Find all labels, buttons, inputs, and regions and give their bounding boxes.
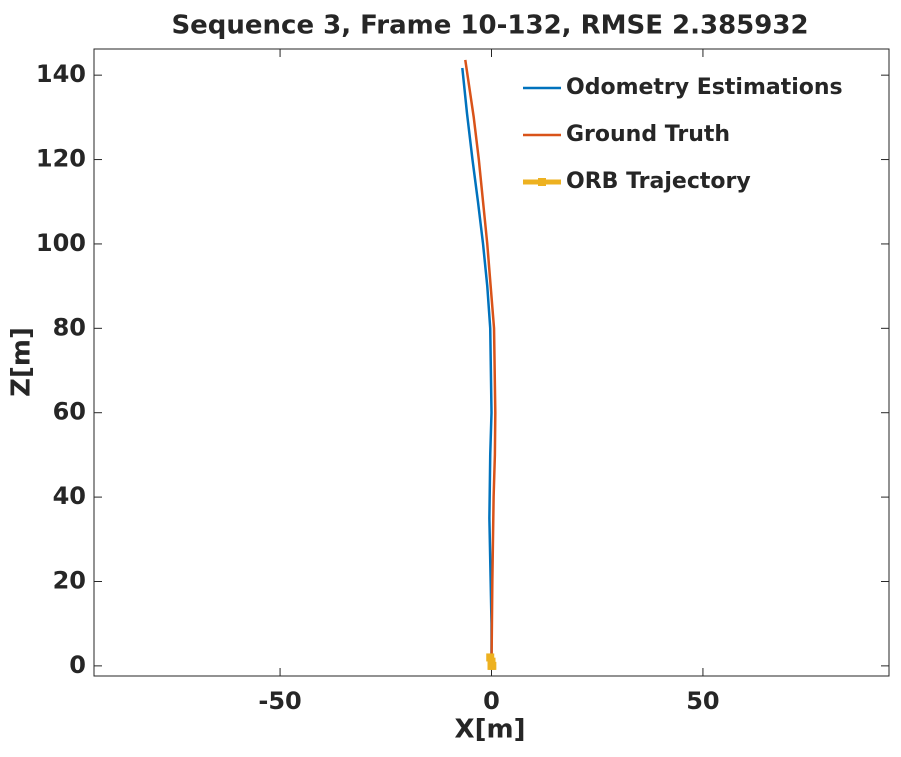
- y-tick-label: 20: [53, 566, 86, 594]
- y-tick-label: 80: [53, 313, 86, 341]
- y-axis-label: Z[m]: [7, 327, 37, 397]
- legend-label: ORB Trajectory: [566, 169, 751, 194]
- y-tick-label: 0: [69, 651, 86, 679]
- marker: [487, 657, 496, 666]
- y-tick-label: 100: [36, 229, 86, 257]
- series-line: [461, 67, 493, 666]
- legend-marker: [538, 178, 546, 186]
- marker: [486, 653, 495, 662]
- y-tick-label: 140: [36, 60, 86, 88]
- chart-title: Sequence 3, Frame 10-132, RMSE 2.385932: [171, 11, 808, 41]
- x-axis-label: X[m]: [455, 715, 526, 745]
- x-tick-label: 50: [686, 687, 719, 715]
- y-tick-label: 40: [53, 482, 86, 510]
- x-tick-label: -50: [258, 687, 301, 715]
- y-tick-label: 120: [36, 145, 86, 173]
- y-tick-label: 60: [53, 398, 86, 426]
- legend-label: Odometry Estimations: [566, 75, 843, 100]
- legend-label: Ground Truth: [566, 122, 730, 147]
- marker: [488, 661, 497, 670]
- x-tick-label: 0: [483, 687, 500, 715]
- series-line: [464, 59, 497, 666]
